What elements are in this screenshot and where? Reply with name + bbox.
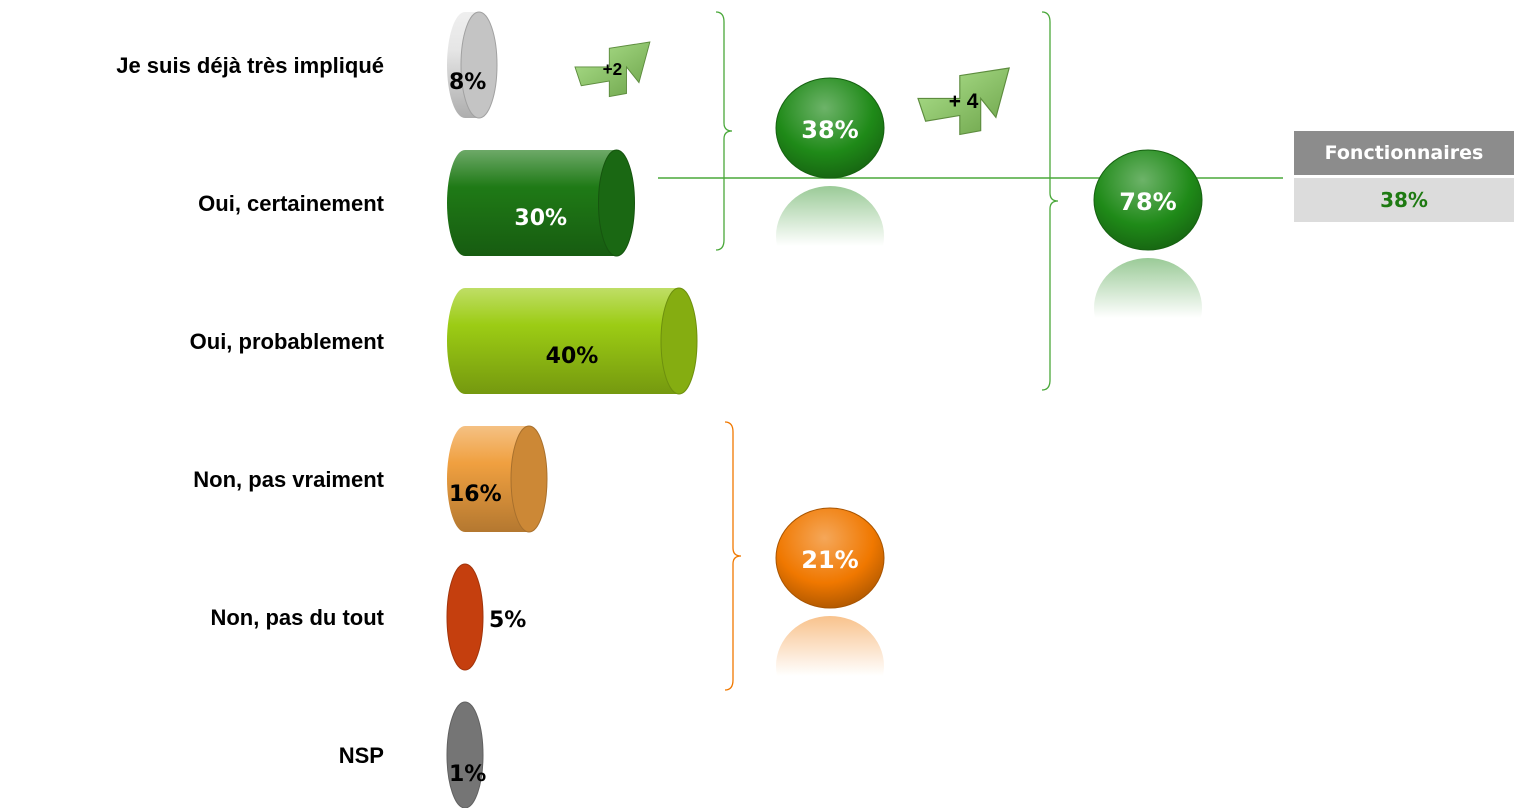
group-bubble (775, 77, 885, 179)
group-summary-layer: 38% 78% 21% (775, 77, 1203, 716)
bar-end-cap (460, 11, 498, 119)
bar-layer: Je suis déjà très impliqué 8% Oui, certain… (116, 11, 698, 808)
bar-value-label: 8% (449, 70, 486, 95)
bubble-reflection (776, 186, 884, 286)
bar-value-label: 16% (449, 482, 502, 507)
group-value-label: 78% (1119, 188, 1176, 216)
brace-group-21 (724, 421, 742, 691)
bar-value-label: 5% (489, 608, 526, 633)
arrow-up-icon (574, 41, 651, 98)
group-value-label: 38% (801, 116, 858, 144)
evolution-label: + 4 (949, 90, 979, 113)
bar-end-cap (446, 563, 484, 671)
brace-group-38 (715, 11, 733, 251)
bubble-reflection (1094, 258, 1202, 358)
bar (465, 288, 679, 394)
bubble-reflection (776, 616, 884, 716)
category-label: Non, pas vraiment (193, 467, 384, 492)
evolution-arrow: +2 (574, 41, 651, 98)
bar-end-cap (660, 287, 698, 395)
group-bubble (775, 507, 885, 609)
evolution-label: +2 (603, 59, 623, 79)
comparison-box: Fonctionnaires 38% (1294, 131, 1514, 222)
brace-group-78 (1041, 11, 1059, 391)
category-label: Oui, probablement (190, 329, 385, 354)
category-label: Je suis déjà très impliqué (116, 53, 384, 78)
bar-value-label: 30% (514, 206, 567, 231)
bar-value-label: 40% (546, 344, 599, 369)
group-bubble (1093, 149, 1203, 251)
bar (465, 150, 617, 256)
category-label: Non, pas du tout (210, 605, 384, 630)
group-value-label: 21% (801, 546, 858, 574)
category-label: NSP (339, 743, 384, 768)
bar-value-label: 1% (449, 762, 486, 787)
category-label: Oui, certainement (198, 191, 385, 216)
bar-end-cap (510, 425, 548, 533)
comparison-header: Fonctionnaires (1294, 131, 1514, 175)
evolution-arrow-layer: +2 + 4 (574, 41, 1010, 136)
bar-end-cap (446, 701, 484, 808)
arrow-up-icon (917, 67, 1010, 136)
comparison-value: 38% (1294, 178, 1514, 222)
evolution-arrow: + 4 (917, 67, 1010, 136)
bar-end-cap (598, 149, 635, 257)
